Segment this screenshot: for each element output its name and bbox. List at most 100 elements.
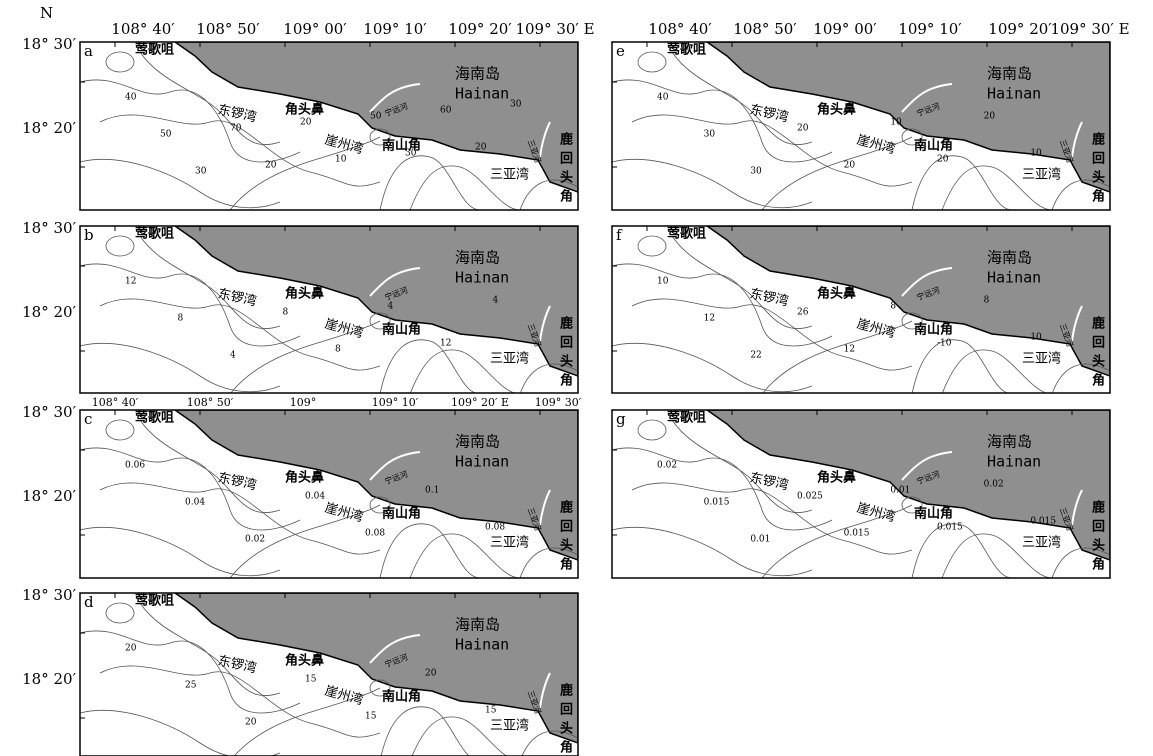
- longitude-label: 108° 50′: [187, 396, 234, 409]
- place-name: 角: [1092, 373, 1105, 389]
- place-name: 莺歌咀: [135, 593, 174, 609]
- contour-label: 8: [178, 314, 184, 324]
- contour-label: 0.025: [797, 492, 823, 502]
- contour-label: 26: [797, 308, 809, 318]
- place-name: 崖州湾: [323, 683, 365, 709]
- panel-letter: e: [616, 42, 625, 60]
- place-name: 崖州湾: [855, 316, 897, 342]
- contour-line: [80, 343, 280, 391]
- longitude-label: 109° 00′: [813, 20, 877, 38]
- place-name: 角头鼻: [285, 102, 324, 118]
- place-name: 莺歌咀: [667, 410, 706, 426]
- place-name: 回: [560, 703, 573, 718]
- place-name: 海南岛: [455, 616, 500, 634]
- place-name: 东锣湾: [216, 102, 257, 126]
- contour-line: [612, 343, 812, 391]
- place-name: 崖州湾: [323, 316, 365, 342]
- contour-label: 30: [510, 100, 522, 110]
- place-name: 角: [560, 740, 573, 756]
- contour-label: 60: [440, 106, 452, 116]
- place-name: 回: [1092, 520, 1105, 535]
- place-name: 鹿: [1092, 500, 1105, 516]
- contour-line: [912, 156, 1012, 210]
- contour-label: 4: [493, 296, 499, 306]
- contour-label: 20: [984, 112, 996, 122]
- place-name: 南山角: [914, 506, 953, 522]
- place-name: Hainan: [455, 269, 509, 287]
- place-name: 角头鼻: [285, 653, 324, 669]
- place-name: 鹿: [1092, 316, 1105, 332]
- panel-content: [80, 226, 578, 394]
- place-name: Hainan: [987, 269, 1041, 287]
- longitude-label: 109° 20′: [988, 20, 1052, 38]
- place-name: 崖州湾: [323, 500, 365, 526]
- place-name: 角: [560, 557, 573, 573]
- contour-label: 0.015: [704, 498, 730, 508]
- place-name: 角: [560, 189, 573, 205]
- contour-label: 20: [475, 143, 487, 153]
- contour-label: 50: [160, 130, 172, 140]
- contour-line: [80, 159, 280, 207]
- place-name: 莺歌咀: [667, 42, 706, 58]
- contour-label: 0.015: [844, 529, 870, 539]
- place-name: 回: [560, 520, 573, 535]
- contour-line: [638, 236, 666, 256]
- place-name: 东锣湾: [748, 102, 789, 126]
- map-panel: a莺歌咀海南岛Hainan东锣湾角头鼻崖州湾南山角三亚湾鹿回头角宁远河三亚河40…: [80, 42, 578, 211]
- contour-label: 12: [704, 314, 715, 324]
- place-name: 海南岛: [987, 65, 1032, 83]
- longitude-label: 108° 40′: [111, 20, 175, 38]
- contour-label: 12: [440, 339, 451, 349]
- panel-content: [80, 410, 578, 578]
- contour-line: [612, 527, 812, 575]
- place-name: 头: [1092, 538, 1105, 554]
- contour-label: 20: [937, 155, 949, 165]
- figure: N108° 40′108° 50′109° 00′109° 10′109° 20…: [0, 0, 1153, 756]
- place-name: 崖州湾: [323, 132, 365, 158]
- place-name: 回: [1092, 152, 1105, 167]
- map-panel: c莺歌咀海南岛Hainan东锣湾角头鼻崖州湾南山角三亚湾鹿回头角宁远河三亚河0.…: [80, 410, 578, 579]
- place-name: 鹿: [560, 316, 573, 332]
- contour-label: 10: [890, 118, 902, 128]
- contour-label: 20: [844, 161, 856, 171]
- panel-letter: g: [616, 410, 626, 428]
- place-name: 角头鼻: [817, 102, 856, 118]
- latitude-label: 18° 20′: [22, 670, 76, 688]
- contour-label: 0.02: [245, 535, 265, 545]
- map-panel: e莺歌咀海南岛Hainan东锣湾角头鼻崖州湾南山角三亚湾鹿回头角宁远河三亚河40…: [612, 42, 1110, 211]
- contour-label: 20: [125, 644, 137, 654]
- contour-label: 0.1: [425, 486, 439, 496]
- longitude-label: 108° 40′: [648, 20, 712, 38]
- panel-letter: b: [84, 226, 94, 244]
- contour-label: 0.02: [657, 461, 677, 471]
- contour-label: 40: [657, 93, 669, 103]
- place-name: 三亚湾: [1022, 351, 1061, 367]
- contour-line: [612, 159, 812, 207]
- contour-line: [106, 603, 134, 623]
- panel-content: [80, 42, 578, 210]
- place-name: 角头鼻: [285, 286, 324, 302]
- contour-label: 8: [283, 308, 289, 318]
- contour-line: [912, 340, 1012, 394]
- longitude-label: 108° 40′: [92, 396, 139, 409]
- place-name: 崖州湾: [855, 132, 897, 158]
- contour-line: [106, 52, 134, 72]
- contour-label: 20: [300, 118, 312, 128]
- longitude-label: 108° 50′: [196, 20, 260, 38]
- place-name: 三亚湾: [490, 718, 529, 734]
- panel-content: [612, 226, 1110, 394]
- latitude-label: 18° 20′: [22, 487, 76, 505]
- longitude-label: 109° 00′: [283, 20, 347, 38]
- contour-label: 40: [125, 93, 137, 103]
- panel-letter: c: [84, 410, 92, 428]
- contour-label: 22: [750, 351, 761, 361]
- map-panel: b莺歌咀海南岛Hainan东锣湾角头鼻崖州湾南山角三亚湾鹿回头角宁远河三亚河12…: [80, 226, 578, 395]
- place-name: 海南岛: [987, 433, 1032, 451]
- contour-label: 0.04: [185, 498, 205, 508]
- contour-label: 15: [365, 712, 377, 722]
- contour-label: 0.08: [365, 529, 385, 539]
- place-name: 南山角: [914, 322, 953, 338]
- place-name: 海南岛: [455, 433, 500, 451]
- place-name: 回: [560, 336, 573, 351]
